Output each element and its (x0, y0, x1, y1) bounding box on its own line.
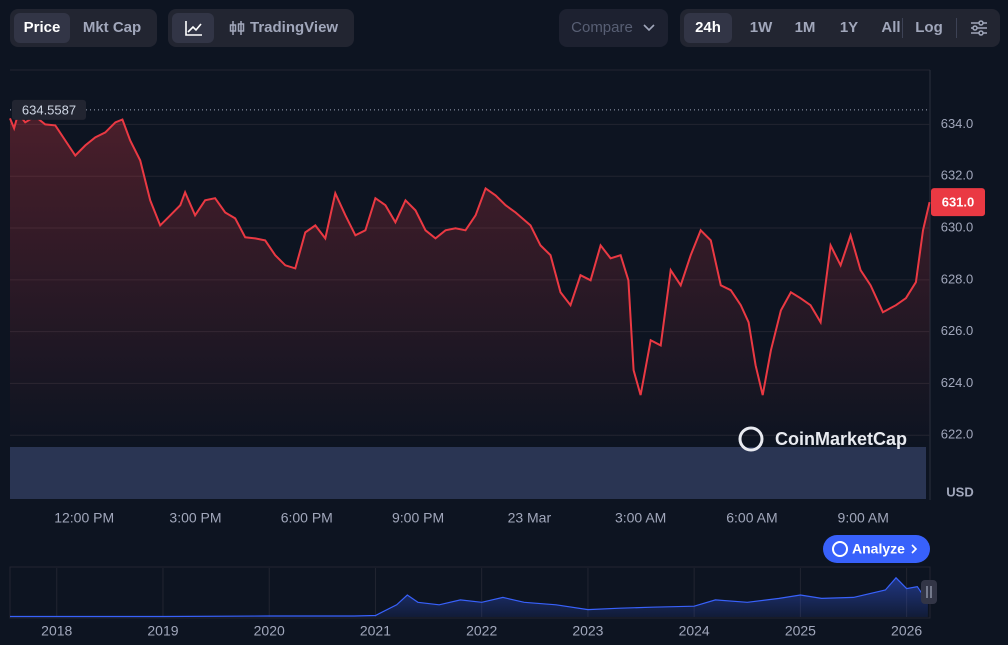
y-tick-label: 634.0 (941, 116, 974, 131)
range-button[interactable]: 1Y (839, 19, 859, 36)
range-button[interactable]: 1W (749, 19, 773, 36)
current-price-label: 631.0 (942, 195, 975, 210)
analyze-bg (823, 535, 930, 563)
x-tick-label: 2018 (41, 623, 72, 639)
chart-style-group: TradingView (168, 9, 354, 47)
line-chart-button[interactable] (172, 13, 214, 43)
x-tick-label: 2023 (572, 623, 603, 639)
range-button[interactable]: 24h (684, 13, 732, 43)
x-tick-label: 2026 (891, 623, 922, 639)
x-tick-label: 2024 (679, 623, 710, 639)
analyze-icon (832, 541, 848, 557)
currency-label: USD (946, 484, 973, 499)
price-area (10, 113, 930, 445)
analyze-button[interactable]: Analyze (823, 535, 930, 563)
y-tick-label: 626.0 (941, 323, 974, 338)
handle-grip (926, 586, 932, 598)
watermark-text: CoinMarketCap (775, 429, 907, 449)
current-price-box (931, 188, 985, 217)
log-button[interactable]: Log (915, 19, 943, 36)
x-tick-label: 9:00 PM (392, 510, 444, 526)
analyze-label: Analyze (852, 541, 905, 557)
compare-label: Compare (571, 19, 633, 36)
y-tick-label: 632.0 (941, 168, 974, 183)
navigator-handle[interactable] (921, 580, 937, 604)
x-tick-label: 9:00 AM (838, 510, 889, 526)
x-tick-label: 2025 (785, 623, 816, 639)
x-tick-label: 3:00 PM (169, 510, 221, 526)
x-tick-label: 23 Mar (508, 510, 552, 526)
x-tick-label: 6:00 AM (726, 510, 777, 526)
x-tick-label: 2020 (254, 623, 285, 639)
x-tick-label: 2019 (147, 623, 178, 639)
divider (956, 18, 957, 38)
y-tick-label: 624.0 (941, 375, 974, 390)
reference-label: 634.5587 (22, 102, 76, 117)
watermark-logo (738, 426, 764, 452)
x-tick-label: 6:00 PM (281, 510, 333, 526)
range-group: Log 24h 1W 1M 1Y All (680, 9, 1000, 47)
history-area (10, 577, 928, 617)
chart-mode-group: Price Mkt Cap (10, 9, 157, 47)
y-tick-label: 630.0 (941, 219, 974, 234)
range-button[interactable]: All (881, 19, 901, 36)
x-tick-label: 3:00 AM (615, 510, 666, 526)
range-button[interactable]: 1M (794, 19, 816, 36)
volume-band (10, 447, 926, 499)
analyze-chevron (911, 544, 918, 554)
watermark: CoinMarketCap (738, 426, 907, 452)
divider (902, 18, 903, 38)
tradingview-button[interactable]: TradingView (250, 19, 339, 36)
line-icon (185, 21, 202, 36)
y-tick-label: 622.0 (941, 427, 974, 442)
settings-icon[interactable] (969, 19, 989, 37)
history-line (10, 576, 929, 618)
price-tab[interactable]: Price (14, 13, 70, 43)
compare-dropdown[interactable]: Compare (559, 9, 668, 47)
x-tick-label: 2022 (466, 623, 497, 639)
x-tick-label: 2021 (360, 623, 391, 639)
mkt-cap-tab[interactable]: Mkt Cap (82, 19, 142, 36)
x-tick-label: 12:00 PM (54, 510, 114, 526)
price-line (9, 111, 931, 396)
reference-label-bg (12, 99, 86, 120)
chevron-icon (643, 24, 655, 32)
candle-icon (229, 21, 245, 35)
y-tick-label: 628.0 (941, 271, 974, 286)
